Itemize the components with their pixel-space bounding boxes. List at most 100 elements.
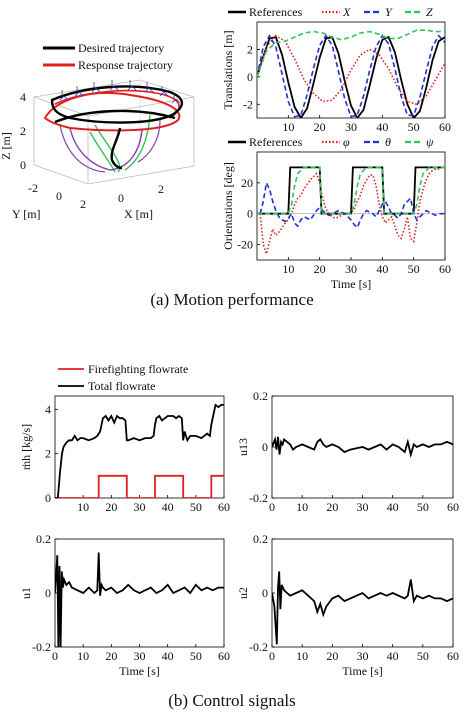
flowrate-xtick-label: 10 (77, 500, 89, 514)
u13-xtick-label: 50 (417, 500, 429, 514)
orientations-ylabel: Orientations [deg] (221, 162, 235, 250)
flowrate-frame (54, 395, 225, 499)
orientations-xtick-label: 50 (408, 262, 420, 276)
u1-xtick-label: 50 (190, 649, 202, 663)
orientations-xlabel: Time [s] (331, 277, 372, 291)
u1-ytick-label: 0.2 (36, 532, 51, 546)
flowrate-ytick-label: 0 (45, 491, 51, 505)
u2-series-line (272, 571, 453, 645)
u1-xtick-label: 60 (218, 649, 230, 663)
u13-series-line (272, 435, 453, 459)
orientations-ytick-label: -20 (237, 238, 253, 252)
legend-trans-x: X (342, 5, 351, 19)
legend-trans-ref: References (249, 5, 303, 19)
translations-chart: -2 0 2 10 20 30 40 50 60 Translations [m] (221, 21, 451, 134)
u2-ytick-label: 0 (262, 586, 268, 600)
u13-ytick-label: 0.2 (253, 389, 268, 403)
u2-xtick-label: 0 (269, 649, 275, 663)
z-tick-2: 2 (20, 124, 26, 138)
u2-xtick-label: 10 (296, 649, 308, 663)
u2-xtick-label: 50 (417, 649, 429, 663)
legend-trans-y: Y (385, 5, 393, 19)
translations-series-line (257, 34, 445, 118)
u13-xtick-label: 20 (326, 500, 338, 514)
translations-series-line (257, 29, 445, 78)
translations-xtick-label: 60 (439, 120, 451, 134)
orientations-xtick-label: 60 (439, 262, 451, 276)
axes-box-3d (33, 79, 195, 185)
translations-series-line (257, 34, 445, 106)
z-tick-4: 4 (20, 90, 26, 104)
legend-flowrate: Firefighting flowrate Total flowrate (58, 362, 188, 393)
trajectory-3d-panel: Desired trajectory Response trajectory (0, 41, 195, 221)
caption-a: (a) Motion performance (150, 290, 313, 309)
orientations-xtick-label: 10 (282, 262, 294, 276)
flowrate-xtick-label: 50 (190, 500, 202, 514)
x-tick-2: 2 (158, 182, 164, 196)
flowrate-xtick-label: 20 (105, 500, 117, 514)
x-axis-label: X [m] (124, 207, 153, 221)
legend-translations: References X Y Z (228, 5, 433, 19)
u1-xtick-label: 10 (77, 649, 89, 663)
u1-ytick-label: -0.2 (32, 640, 51, 654)
trajectory-curves (43, 85, 184, 173)
flowrate-ylabel: ṁh [kg/s] (19, 424, 33, 470)
orientations-xtick-label: 20 (314, 262, 326, 276)
flowrate-chart: 0 2 4 10 20 30 40 50 60 ṁh [kg/s] (19, 395, 230, 514)
flowrate-series-line (55, 403, 224, 498)
u1-xtick-label: 30 (134, 649, 146, 663)
u13-xtick-label: 30 (357, 500, 369, 514)
z-axis-label: Z [m] (0, 132, 13, 160)
u2-ytick-label: 0.2 (253, 532, 268, 546)
legend-3d: Desired trajectory Response trajectory (43, 41, 173, 72)
legend-orient-ref: References (249, 135, 303, 149)
u1-xtick-label: 40 (162, 649, 174, 663)
flowrate-ytick-label: 2 (45, 447, 51, 461)
u13-xtick-label: 0 (269, 500, 275, 514)
u13-ytick-label: -0.2 (249, 491, 268, 505)
orientations-chart: -20 0 20 10 20 30 40 50 60 Orientations [deg] Time… (221, 151, 451, 291)
ticks-3d: 4 2 0 -2 0 2 0 2 (20, 90, 164, 211)
legend-response-label: Response trajectory (78, 58, 173, 72)
legend-orientations: References φ θ ψ (228, 135, 434, 149)
orientations-series-line (257, 166, 445, 215)
u2-xtick-label: 20 (326, 649, 338, 663)
u2-ylabel: u2 (236, 587, 250, 599)
x-tick-0: 0 (118, 191, 124, 205)
translations-ytick-label: -2 (243, 97, 253, 111)
legend-trans-z: Z (426, 5, 433, 19)
translations-series-line (257, 35, 445, 118)
u2-xtick-label: 60 (447, 649, 459, 663)
legend-orient-psi: ψ (426, 135, 434, 149)
translations-ytick-label: 0 (247, 70, 253, 84)
u13-ytick-label: 0 (262, 440, 268, 454)
y-tick-neg2: -2 (28, 181, 38, 195)
flowrate-xtick-label: 30 (134, 500, 146, 514)
u1-ytick-label: 0 (45, 586, 51, 600)
u2-xtick-label: 30 (357, 649, 369, 663)
translations-xtick-label: 40 (376, 120, 388, 134)
u2-xlabel: Time [s] (342, 664, 383, 678)
u1-series-line (55, 552, 224, 647)
legend-orient-phi: φ (343, 135, 350, 149)
y-tick-0: 0 (56, 189, 62, 203)
orientations-series-line (257, 166, 445, 215)
translations-xtick-label: 50 (408, 120, 420, 134)
flowrate-xtick-label: 40 (162, 500, 174, 514)
u2-xtick-label: 40 (387, 649, 399, 663)
y-axis-label: Y [m] (12, 207, 41, 221)
translations-ytick-label: 2 (247, 42, 253, 56)
drone-markers (59, 80, 181, 104)
legend-desired-label: Desired trajectory (78, 41, 164, 55)
legend-orient-theta: θ (385, 135, 391, 149)
orientations-xtick-label: 40 (376, 262, 388, 276)
translations-ylabel: Translations [m] (221, 30, 235, 109)
caption-b: (b) Control signals (168, 691, 296, 710)
u1-xtick-label: 0 (52, 649, 58, 663)
translations-xtick-label: 10 (282, 120, 294, 134)
u1-xlabel: Time [s] (119, 664, 160, 678)
legend-firefighting: Firefighting flowrate (88, 362, 188, 376)
